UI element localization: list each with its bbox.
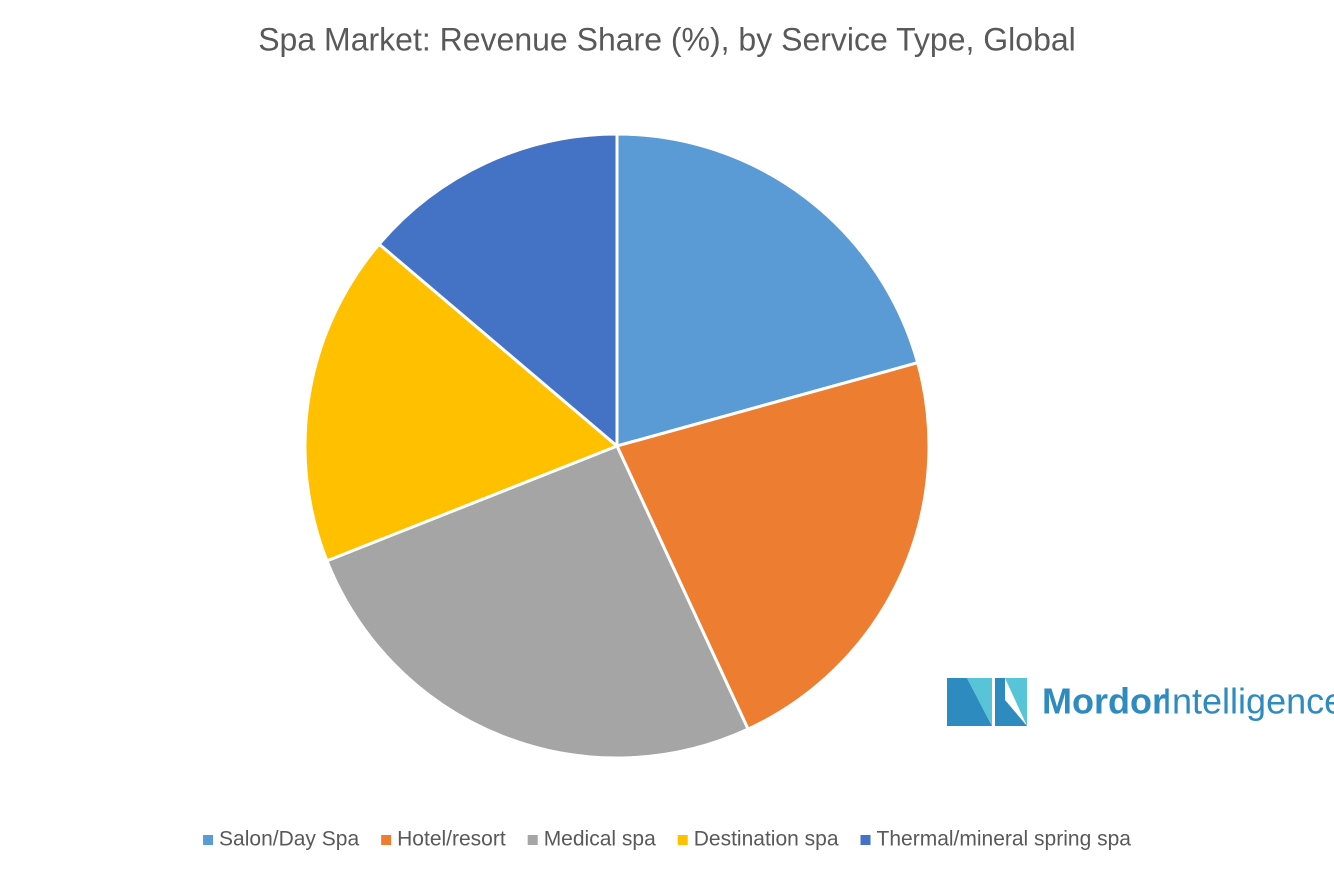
legend-label: Thermal/mineral spring spa	[877, 828, 1132, 851]
legend-swatch	[677, 835, 688, 845]
legend-label: Hotel/resort	[397, 828, 506, 851]
legend-swatch	[381, 835, 392, 845]
pie-slice	[377, 132, 619, 450]
logo: Mordor Intelligence	[947, 678, 1334, 726]
pie-slice	[614, 360, 931, 732]
legend-swatch	[860, 835, 871, 845]
logo-text: Mordor	[1042, 681, 1166, 722]
legend: Salon/Day Spa Hotel/resort Medical spa Dest…	[203, 828, 1131, 851]
logo-shape	[967, 678, 992, 726]
logo-shape	[947, 678, 992, 726]
legend-label: Destination spa	[694, 828, 839, 851]
logo-shape	[1005, 700, 1027, 726]
logo-text: Intelligence	[1162, 681, 1334, 722]
pie-slice	[324, 444, 751, 760]
legend-swatch	[203, 835, 214, 845]
legend-label: Salon/Day Spa	[219, 828, 359, 851]
logo-shape	[1005, 678, 1027, 726]
legend-swatch	[527, 835, 538, 845]
logo-shape	[995, 678, 1005, 726]
pie-slice	[303, 242, 620, 563]
chart-title: Spa Market: Revenue Share (%), by Servic…	[258, 21, 1076, 57]
pie-slice	[615, 132, 920, 448]
legend-label: Medical spa	[544, 828, 656, 851]
